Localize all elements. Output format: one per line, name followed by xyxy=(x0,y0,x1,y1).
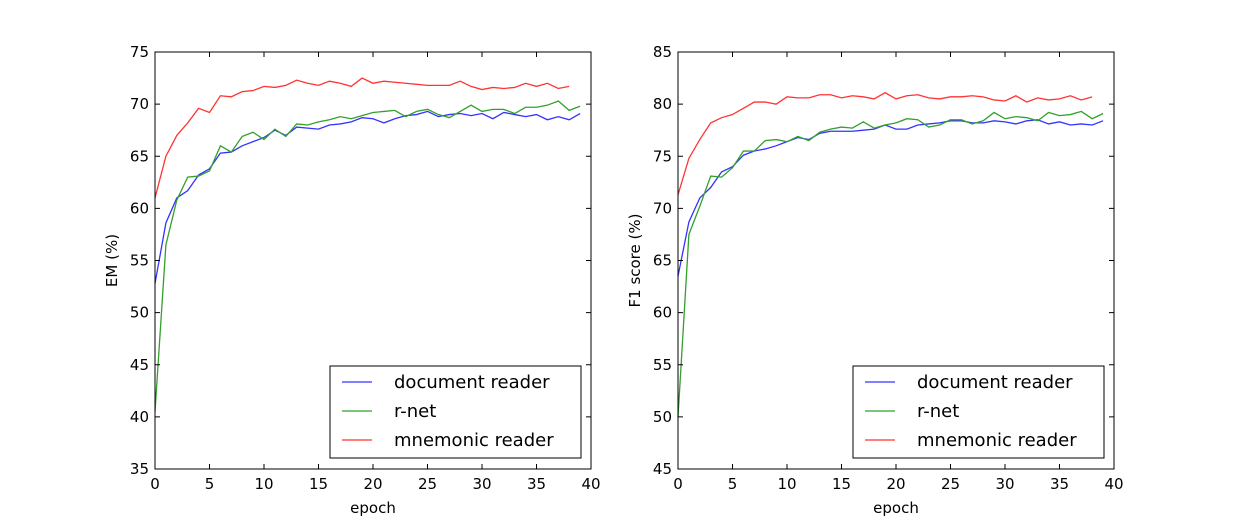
em-series-line-mnemonic-reader xyxy=(154,77,570,199)
em-y-tick-label: 45 xyxy=(130,356,149,374)
f1-y-tick-label: 65 xyxy=(653,252,672,270)
em-x-tick-label: 30 xyxy=(472,475,491,493)
f1-x-tick-label: 5 xyxy=(728,475,738,493)
f1-series-line-mnemonic-reader xyxy=(677,91,1093,196)
em-y-tick-label: 70 xyxy=(130,95,149,113)
f1-x-tick-label: 35 xyxy=(1050,475,1069,493)
em-series-line-r-net xyxy=(154,100,581,412)
f1-y-tick-label: 80 xyxy=(653,95,672,113)
em-x-tick-label: 25 xyxy=(418,475,437,493)
f1-x-tick-label: 40 xyxy=(1104,475,1123,493)
f1-series-line-r-net xyxy=(677,110,1104,417)
f1-legend-label-document-reader: document reader xyxy=(917,372,1073,393)
f1-y-tick-label: 60 xyxy=(653,304,672,322)
em-x-tick-label: 15 xyxy=(309,475,328,493)
em-y-tick-label: 55 xyxy=(130,252,149,270)
em-y-tick-label: 60 xyxy=(130,199,149,217)
f1-x-tick-label: 10 xyxy=(777,475,796,493)
f1-x-tick-label: 20 xyxy=(886,475,905,493)
em-x-tick-label: 20 xyxy=(363,475,382,493)
f1-y-tick-label: 50 xyxy=(653,408,672,426)
em-x-tick-label: 10 xyxy=(254,475,273,493)
f1-y-tick-label: 55 xyxy=(653,356,672,374)
f1-chart: 0 5 10 15 20 25 30 35 40 45 50 55 60 65 70 75 80 85 epoch F… xyxy=(626,43,1124,517)
em-legend-box xyxy=(329,365,582,459)
em-y-tick-label: 75 xyxy=(130,43,149,61)
em-x-tick-label: 0 xyxy=(150,475,160,493)
em-series-line-document-reader xyxy=(154,110,581,284)
f1-y-tick-label: 45 xyxy=(653,460,672,478)
em-y-axis-label: EM (%) xyxy=(103,234,121,287)
em-legend-label-r-net: r-net xyxy=(394,401,436,422)
f1-legend-label-mnemonic-reader: mnemonic reader xyxy=(917,430,1077,451)
em-x-tick-label: 35 xyxy=(527,475,546,493)
em-x-tick-label: 40 xyxy=(581,475,600,493)
f1-x-tick-label: 15 xyxy=(832,475,851,493)
f1-legend-box xyxy=(852,365,1105,459)
em-x-axis-label: epoch xyxy=(350,499,396,517)
f1-legend: document reader r-net mnemonic reader xyxy=(852,365,1105,459)
em-y-tick-label: 35 xyxy=(130,460,149,478)
f1-x-tick-label: 25 xyxy=(941,475,960,493)
chart-panels: 0 5 10 15 20 25 30 35 40354045505560657075epochE… xyxy=(103,43,1124,517)
em-y-tick-label: 50 xyxy=(130,304,149,322)
f1-y-tick-label: 85 xyxy=(653,43,672,61)
f1-x-tick-label: 30 xyxy=(995,475,1014,493)
f1-x-tick-label: 0 xyxy=(673,475,683,493)
f1-legend-label-r-net: r-net xyxy=(917,401,959,422)
em-legend-label-document-reader: document reader xyxy=(394,372,550,393)
em-legend-label-mnemonic-reader: mnemonic reader xyxy=(394,430,554,451)
em-chart: 0 5 10 15 20 25 30 35 40 35 40 45 50 55 60 65 70 75 epoch E… xyxy=(103,43,601,517)
f1-x-axis-label: epoch xyxy=(873,499,919,517)
f1-y-axis-label: F1 score (%) xyxy=(626,214,644,308)
f1-series-line-document-reader xyxy=(677,119,1104,277)
em-y-tick-label: 65 xyxy=(130,147,149,165)
f1-y-tick-label: 75 xyxy=(653,147,672,165)
em-y-tick-label: 40 xyxy=(130,408,149,426)
em-legend: document reader r-net mnemonic reader xyxy=(329,365,582,459)
em-x-tick-label: 5 xyxy=(205,475,215,493)
f1-y-tick-label: 70 xyxy=(653,199,672,217)
